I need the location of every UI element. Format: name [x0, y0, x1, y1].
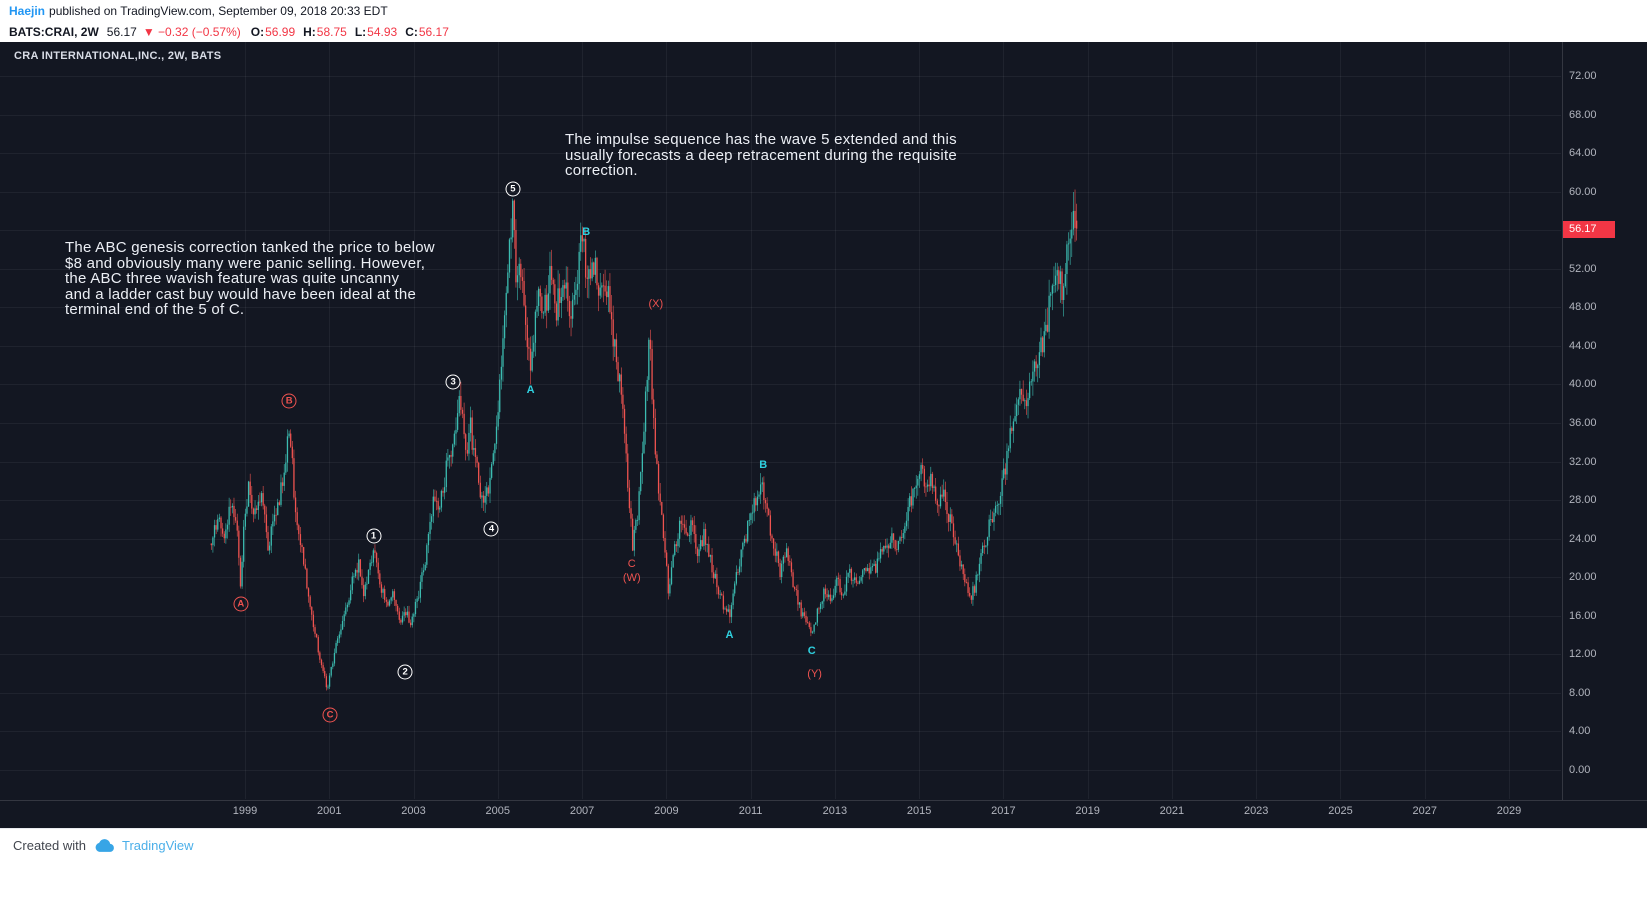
chart-area[interactable]: CRA INTERNATIONAL,INC., 2W, BATS 72.00 68… — [0, 42, 1647, 828]
symbol-bar-segment: 54.93 — [367, 24, 398, 39]
price-tick-label: 48.00 — [1569, 301, 1597, 314]
wave-label-impulse-2: 2 — [397, 664, 413, 680]
wave-label-corrective-a: A — [725, 629, 734, 642]
price-tick-label: 16.00 — [1569, 609, 1597, 622]
price-tick-label: 0.00 — [1569, 764, 1591, 776]
symbol-bar-segment: 58.75 — [316, 24, 347, 39]
symbol-bar-segment: L: — [354, 24, 367, 39]
symbol-bar-segment: H: — [303, 24, 316, 39]
genesis-note: The ABC genesis correction tanked the pr… — [65, 239, 435, 319]
tradingview-logo-icon[interactable] — [93, 838, 115, 853]
time-tick-label: 2005 — [485, 805, 511, 817]
price-axis-separator — [1562, 42, 1563, 800]
impulse-note: The impulse sequence has the wave 5 exte… — [565, 131, 957, 180]
price-tick-label: 24.00 — [1569, 532, 1597, 545]
last-price-tag: 56.17 — [1563, 220, 1615, 238]
wave-label-impulse-5: 5 — [505, 181, 521, 197]
wave-label-wxy-y: (Y) — [807, 667, 822, 680]
wave-label-abc-c: C — [322, 707, 338, 723]
attribution-bar: Haejin published on TradingView.com, Sep… — [0, 0, 1647, 21]
wave-label-wxy-w: (W) — [622, 572, 641, 585]
time-axis-separator — [0, 800, 1647, 801]
time-tick-label: 2007 — [569, 805, 595, 817]
price-tick-label: 72.00 — [1569, 69, 1597, 82]
time-tick-label: 2015 — [906, 805, 932, 817]
symbol-bar-segment: 56.17 — [418, 24, 449, 39]
tradingview-link[interactable]: TradingView — [121, 838, 194, 853]
time-tick-label: 2011 — [738, 805, 763, 817]
price-tick-label: 52.00 — [1569, 262, 1597, 275]
time-tick-label: 2027 — [1412, 805, 1437, 817]
price-tick-label: 28.00 — [1569, 494, 1597, 507]
wave-label-abc-a: A — [233, 596, 249, 612]
time-tick-label: 1999 — [232, 805, 258, 817]
symbol-ohlc-readout: BATS:CRAI, 2W 56.17 ▼ −0.32 (−0.57%) O:56.9… — [9, 25, 449, 39]
price-tick-label: 8.00 — [1569, 686, 1591, 699]
candlestick-series — [210, 189, 1078, 691]
symbol-bar-segment: BATS:CRAI, 2W — [9, 24, 99, 39]
footer: Created with TradingView — [0, 828, 1647, 900]
wave-label-abc-b: B — [281, 393, 297, 409]
time-tick-label: 2013 — [822, 805, 848, 817]
time-tick-label: 2025 — [1328, 805, 1353, 817]
time-tick-label: 2019 — [1075, 805, 1100, 817]
wave-label-corrective-c: C — [807, 645, 816, 658]
created-with-label: Created with — [13, 838, 86, 853]
symbol-bar-segment: O: — [250, 24, 265, 39]
wave-label-corrective-b: B — [582, 226, 591, 239]
symbol-bar-segment: C: — [405, 24, 418, 39]
author-link[interactable]: Haejin — [9, 3, 46, 18]
wave-label-impulse-1: 1 — [366, 528, 381, 544]
time-tick-label: 2017 — [991, 805, 1016, 817]
price-tick-label: 60.00 — [1569, 185, 1597, 198]
price-tick-label: 44.00 — [1569, 339, 1597, 352]
attribution-text: published on TradingView.com, September … — [49, 3, 388, 18]
price-tick-label: 40.00 — [1569, 378, 1597, 391]
candlestick-chart[interactable] — [0, 42, 1647, 828]
price-tick-label: 12.00 — [1569, 648, 1597, 661]
price-tick-label: 68.00 — [1569, 108, 1597, 121]
price-tick-label: 32.00 — [1569, 455, 1597, 468]
wave-label-wxy-x: (X) — [648, 298, 664, 311]
symbol-bar-segment: ▼ −0.32 (−0.57%) — [142, 24, 241, 39]
wave-label-corrective-a: A — [526, 384, 535, 397]
time-tick-label: 2001 — [317, 805, 342, 817]
wave-label-impulse-4: 4 — [483, 521, 499, 537]
price-tick-label: 4.00 — [1569, 725, 1591, 738]
wave-label-corrective-b: B — [759, 459, 768, 472]
wave-label-impulse-3: 3 — [445, 374, 461, 390]
symbol-info-bar: BATS:CRAI, 2W 56.17 ▼ −0.32 (−0.57%) O:56.9… — [0, 21, 1647, 42]
time-tick-label: 2021 — [1159, 805, 1185, 817]
wave-label-wxy-c: C — [627, 557, 636, 570]
price-tick-label: 64.00 — [1569, 147, 1597, 160]
time-tick-label: 2029 — [1496, 805, 1522, 817]
time-tick-label: 2003 — [401, 805, 426, 817]
price-tick-label: 36.00 — [1569, 416, 1597, 429]
time-tick-label: 2023 — [1243, 805, 1269, 817]
price-tick-label: 20.00 — [1569, 571, 1597, 584]
symbol-bar-segment: 56.17 — [106, 24, 137, 39]
time-tick-label: 2009 — [654, 805, 679, 817]
symbol-bar-segment: 56.99 — [265, 24, 296, 39]
chart-title: CRA INTERNATIONAL,INC., 2W, BATS — [14, 50, 222, 62]
